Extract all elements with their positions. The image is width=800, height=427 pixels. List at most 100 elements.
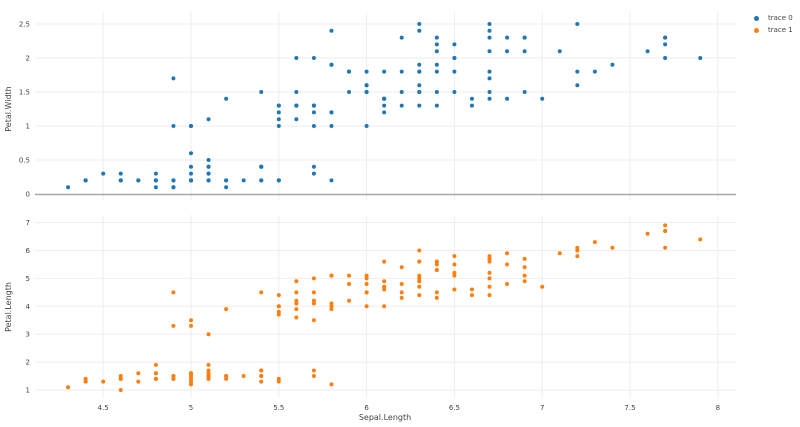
data-point[interactable] bbox=[399, 69, 404, 74]
data-point[interactable] bbox=[434, 49, 439, 54]
data-point[interactable] bbox=[487, 90, 492, 94]
data-point[interactable] bbox=[329, 304, 334, 309]
data-point[interactable] bbox=[452, 56, 457, 60]
data-point[interactable] bbox=[294, 279, 299, 284]
data-point[interactable] bbox=[311, 110, 316, 115]
data-point[interactable] bbox=[153, 171, 158, 176]
data-point[interactable] bbox=[487, 254, 492, 259]
data-point[interactable] bbox=[522, 256, 527, 261]
data-point[interactable] bbox=[259, 368, 264, 373]
data-point[interactable] bbox=[434, 62, 439, 67]
data-point[interactable] bbox=[224, 374, 229, 379]
data-point[interactable] bbox=[382, 96, 387, 101]
data-point[interactable] bbox=[452, 42, 457, 47]
data-point[interactable] bbox=[417, 62, 422, 67]
data-point[interactable] bbox=[575, 22, 580, 26]
data-point[interactable] bbox=[171, 376, 176, 381]
data-point[interactable] bbox=[189, 178, 193, 183]
data-point[interactable] bbox=[189, 151, 193, 156]
data-point[interactable] bbox=[276, 312, 281, 317]
data-point[interactable] bbox=[259, 90, 264, 94]
data-point[interactable] bbox=[417, 279, 422, 284]
data-point[interactable] bbox=[294, 103, 299, 108]
data-point[interactable] bbox=[434, 103, 439, 108]
data-point[interactable] bbox=[329, 273, 334, 278]
data-point[interactable] bbox=[171, 185, 176, 190]
data-point[interactable] bbox=[276, 110, 281, 115]
trace-0-points[interactable] bbox=[66, 22, 703, 190]
data-point[interactable] bbox=[417, 69, 422, 74]
data-point[interactable] bbox=[417, 273, 422, 278]
data-point[interactable] bbox=[136, 379, 141, 384]
data-point[interactable] bbox=[101, 379, 106, 384]
data-point[interactable] bbox=[663, 42, 668, 47]
data-point[interactable] bbox=[329, 62, 334, 67]
data-point[interactable] bbox=[153, 371, 158, 376]
data-point[interactable] bbox=[417, 248, 422, 253]
data-point[interactable] bbox=[487, 49, 492, 54]
data-point[interactable] bbox=[276, 309, 281, 314]
data-point[interactable] bbox=[206, 371, 211, 376]
data-point[interactable] bbox=[171, 323, 176, 328]
data-point[interactable] bbox=[206, 362, 211, 367]
data-point[interactable] bbox=[698, 237, 703, 242]
data-point[interactable] bbox=[153, 178, 158, 183]
data-point[interactable] bbox=[118, 178, 123, 183]
data-point[interactable] bbox=[294, 117, 299, 122]
data-point[interactable] bbox=[469, 96, 474, 101]
data-point[interactable] bbox=[417, 276, 422, 281]
data-point[interactable] bbox=[645, 49, 650, 54]
data-point[interactable] bbox=[434, 295, 439, 300]
data-point[interactable] bbox=[575, 69, 580, 74]
data-point[interactable] bbox=[382, 284, 387, 289]
data-point[interactable] bbox=[276, 376, 281, 381]
data-point[interactable] bbox=[189, 382, 193, 387]
data-point[interactable] bbox=[382, 287, 387, 292]
data-point[interactable] bbox=[487, 259, 492, 264]
data-point[interactable] bbox=[329, 178, 334, 183]
data-point[interactable] bbox=[505, 262, 510, 267]
data-point[interactable] bbox=[171, 178, 176, 183]
data-point[interactable] bbox=[311, 368, 316, 373]
data-point[interactable] bbox=[452, 270, 457, 275]
data-point[interactable] bbox=[189, 379, 193, 384]
data-point[interactable] bbox=[469, 287, 474, 292]
data-point[interactable] bbox=[224, 307, 229, 312]
data-point[interactable] bbox=[241, 374, 246, 379]
data-point[interactable] bbox=[610, 245, 615, 250]
data-point[interactable] bbox=[118, 388, 123, 392]
data-point[interactable] bbox=[329, 124, 334, 128]
data-point[interactable] bbox=[399, 265, 404, 270]
data-point[interactable] bbox=[417, 83, 422, 88]
data-point[interactable] bbox=[259, 290, 264, 295]
data-point[interactable] bbox=[189, 124, 193, 128]
data-point[interactable] bbox=[557, 251, 562, 256]
data-point[interactable] bbox=[434, 259, 439, 264]
data-point[interactable] bbox=[505, 35, 510, 40]
data-point[interactable] bbox=[487, 284, 492, 289]
data-point[interactable] bbox=[189, 171, 193, 176]
data-point[interactable] bbox=[575, 254, 580, 259]
data-point[interactable] bbox=[575, 245, 580, 250]
data-point[interactable] bbox=[399, 295, 404, 300]
data-point[interactable] bbox=[311, 318, 316, 323]
data-point[interactable] bbox=[469, 103, 474, 108]
data-point[interactable] bbox=[171, 374, 176, 379]
data-point[interactable] bbox=[364, 69, 369, 74]
data-point[interactable] bbox=[610, 62, 615, 67]
data-point[interactable] bbox=[575, 83, 580, 88]
data-point[interactable] bbox=[311, 103, 316, 108]
data-point[interactable] bbox=[259, 379, 264, 384]
data-point[interactable] bbox=[522, 49, 527, 54]
data-point[interactable] bbox=[487, 35, 492, 40]
data-point[interactable] bbox=[452, 273, 457, 278]
data-point[interactable] bbox=[505, 96, 510, 101]
data-point[interactable] bbox=[189, 164, 193, 169]
data-point[interactable] bbox=[364, 273, 369, 278]
data-point[interactable] bbox=[364, 281, 369, 286]
data-point[interactable] bbox=[276, 304, 281, 309]
data-point[interactable] bbox=[136, 371, 141, 376]
data-point[interactable] bbox=[66, 185, 71, 190]
data-point[interactable] bbox=[417, 103, 422, 108]
data-point[interactable] bbox=[101, 171, 106, 176]
